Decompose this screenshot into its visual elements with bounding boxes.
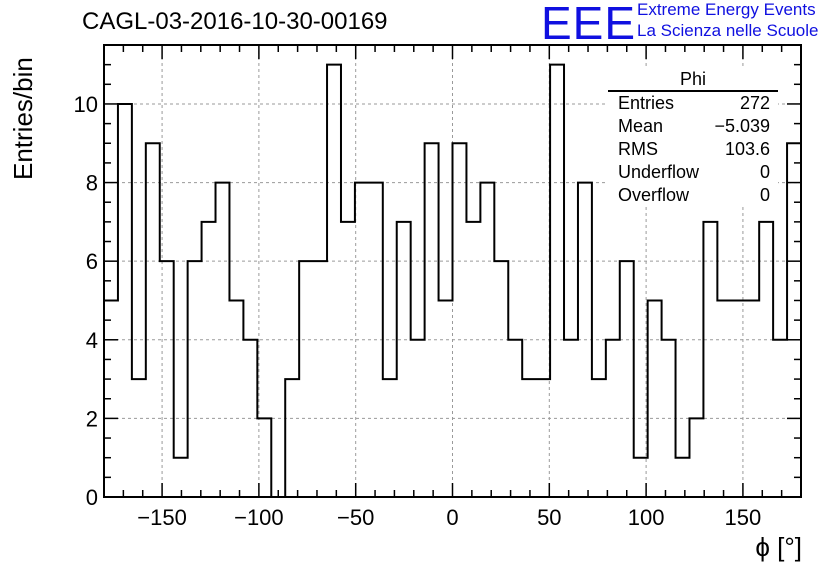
x-tick-label: 150 bbox=[725, 505, 762, 530]
stats-box: Phi Entries 272 Mean −5.039 RMS 103.6 Un… bbox=[608, 68, 778, 207]
stats-value: 272 bbox=[739, 93, 770, 113]
stats-label: Entries bbox=[618, 93, 675, 113]
y-axis-label: Entries/bin bbox=[8, 57, 38, 180]
stats-label: RMS bbox=[618, 139, 658, 159]
logo-line-2: La Scienza nelle Scuole bbox=[637, 21, 819, 40]
axis-ticks bbox=[104, 45, 801, 498]
y-tick-label: 0 bbox=[86, 485, 98, 510]
y-tick-label: 6 bbox=[86, 249, 98, 274]
stats-row-mean: Mean −5.039 bbox=[608, 115, 778, 138]
x-tick-label: 0 bbox=[446, 505, 458, 530]
y-tick-label: 8 bbox=[86, 171, 98, 196]
stats-label: Underflow bbox=[618, 162, 700, 182]
stats-title: Phi bbox=[608, 68, 778, 92]
logo-line-1: Extreme Energy Events bbox=[637, 0, 816, 19]
chart-title: CAGL-03-2016-10-30-00169 bbox=[82, 8, 388, 35]
stats-value: −5.039 bbox=[714, 116, 770, 136]
y-tick-label: 10 bbox=[74, 92, 98, 117]
stats-value: 0 bbox=[759, 185, 770, 205]
x-tick-label: −50 bbox=[337, 505, 374, 530]
x-tick-label: −100 bbox=[234, 505, 284, 530]
x-axis-label: ϕ [°] bbox=[755, 532, 802, 562]
x-tick-label: 50 bbox=[537, 505, 561, 530]
stats-row-underflow: Underflow 0 bbox=[608, 161, 778, 184]
axis-tick-labels: −150 −100 −50 0 50 100 150 0 2 4 6 8 10 bbox=[74, 92, 762, 530]
stats-row-entries: Entries 272 bbox=[608, 92, 778, 115]
y-tick-label: 2 bbox=[86, 406, 98, 431]
y-tick-label: 4 bbox=[86, 328, 98, 353]
stats-value: 103.6 bbox=[724, 139, 770, 159]
stats-label: Mean bbox=[618, 116, 664, 136]
eee-logo-icon: EEE bbox=[541, 0, 637, 49]
histogram-outline bbox=[104, 63, 801, 498]
stats-row-rms: RMS 103.6 bbox=[608, 138, 778, 161]
stats-value: 0 bbox=[759, 162, 770, 182]
stats-row-overflow: Overflow 0 bbox=[608, 184, 778, 207]
x-tick-label: 100 bbox=[628, 505, 665, 530]
x-tick-label: −150 bbox=[137, 505, 187, 530]
stats-label: Overflow bbox=[618, 185, 690, 205]
